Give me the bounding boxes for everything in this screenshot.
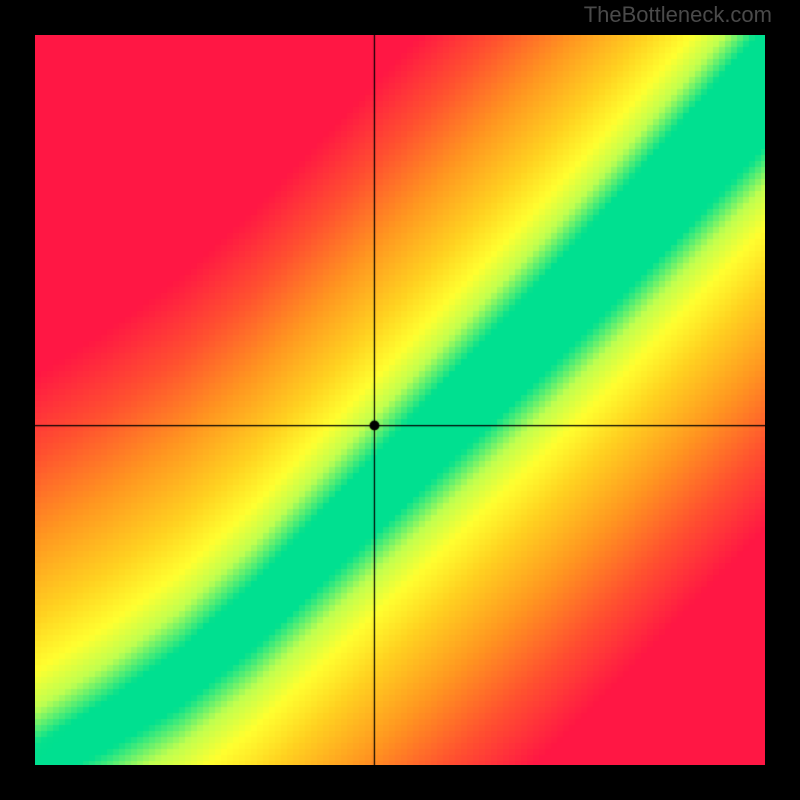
- watermark-text: TheBottleneck.com: [584, 2, 772, 28]
- heatmap-canvas: [35, 35, 765, 765]
- chart-frame: TheBottleneck.com: [0, 0, 800, 800]
- heatmap-plot: [35, 35, 765, 765]
